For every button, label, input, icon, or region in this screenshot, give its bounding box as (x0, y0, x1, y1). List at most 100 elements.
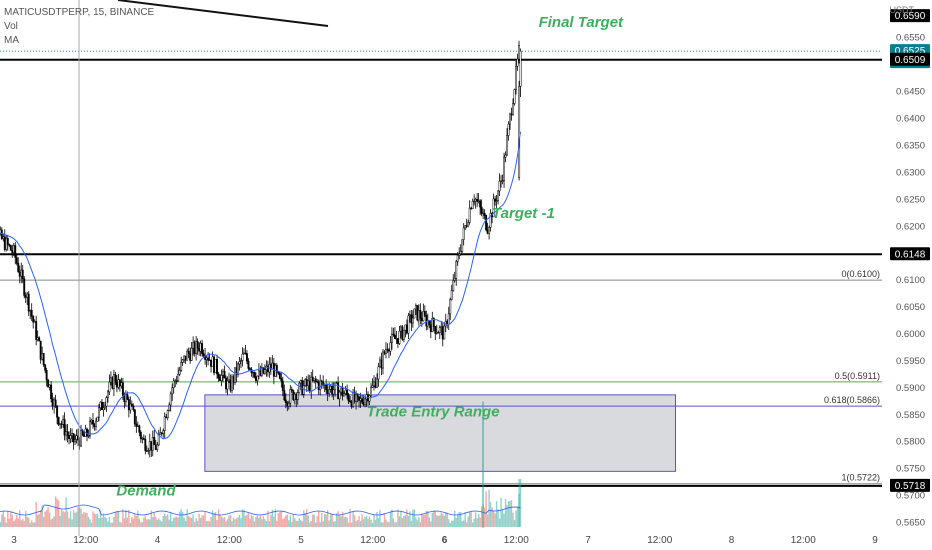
candle-body (105, 397, 108, 407)
volume-bar (358, 516, 360, 527)
volume-bar (87, 516, 90, 527)
volume-bar (310, 520, 312, 527)
volume-bar (454, 510, 456, 527)
volume-bar (235, 518, 238, 527)
candle-body (214, 358, 217, 374)
candle-body (393, 334, 396, 339)
candle-body (248, 368, 251, 370)
volume-bar (42, 516, 45, 527)
candle-body (171, 387, 174, 395)
candle-body (103, 405, 106, 409)
candle-body (347, 394, 350, 402)
volume-bar (192, 514, 194, 527)
time-tick-label: 4 (155, 535, 161, 546)
candle-body (328, 388, 331, 394)
volume-bar (219, 513, 221, 527)
price-badge (890, 9, 930, 23)
volume-bar (11, 514, 13, 527)
volume-bar (60, 508, 63, 527)
volume-bar (223, 517, 226, 527)
volume-bar (326, 510, 329, 527)
candle-body (202, 353, 205, 357)
candle-body (414, 305, 417, 310)
candle-body (101, 401, 103, 410)
candle-body (144, 439, 147, 451)
candle-body (392, 333, 395, 336)
volume-bar (83, 512, 85, 527)
candle-body (225, 377, 227, 390)
volume-bar (282, 519, 284, 527)
volume-bar (346, 517, 348, 527)
volume-bar (19, 510, 21, 527)
candle-body (126, 394, 129, 400)
candle-body (9, 245, 12, 251)
volume-bar (412, 509, 414, 527)
volume-bars (0, 479, 522, 527)
candle-body (290, 389, 293, 391)
volume-bar (256, 515, 259, 527)
candle-body (38, 337, 41, 342)
horizontal-levels (0, 50, 882, 487)
volume-bar (403, 516, 405, 527)
candle-body (129, 403, 132, 411)
candle-body (443, 325, 446, 340)
candle-body (18, 271, 21, 277)
candle-body (516, 58, 519, 67)
candle-body (234, 367, 236, 383)
candle-body (423, 311, 426, 316)
volume-bar (422, 514, 425, 527)
volume-bar (258, 517, 260, 527)
volume-bar (36, 514, 39, 527)
volume-bar (497, 509, 499, 527)
candle-body (141, 438, 144, 440)
candle-body (287, 402, 290, 407)
volume-bar (195, 518, 197, 527)
ma-indicator-label[interactable]: MA (4, 35, 19, 46)
candle-body (87, 435, 90, 437)
candle-body (310, 376, 313, 392)
candle-body (405, 324, 408, 334)
candle-body (299, 380, 302, 384)
candle-body (314, 378, 317, 382)
price-tick-label: 0.6000 (896, 329, 925, 340)
volume-bar (361, 514, 363, 527)
candle-body (492, 198, 495, 218)
volume-bar (22, 519, 24, 527)
candle-body (90, 419, 93, 423)
candle-body (513, 89, 516, 104)
volume-bar (461, 520, 463, 527)
candle-body (244, 352, 247, 355)
volume-bar (168, 519, 170, 527)
candle-body (408, 314, 411, 317)
candle-body (335, 382, 338, 384)
volume-bar (474, 512, 477, 527)
volume-bar (383, 512, 386, 527)
volume-bar (84, 512, 87, 527)
fib-level-label: 1(0.5722) (841, 473, 880, 483)
candle-body (262, 367, 265, 374)
volume-bar (457, 513, 459, 527)
volume-bar (54, 496, 57, 527)
candle-body (189, 353, 192, 361)
volume-bar (141, 522, 144, 527)
volume-bar (297, 520, 299, 527)
candle-body (293, 393, 296, 400)
candle-body (5, 238, 8, 250)
currency-label: USDT (889, 5, 915, 15)
candle-body (358, 396, 361, 401)
candle-body (180, 362, 183, 371)
volume-bar (473, 518, 475, 527)
price-tick-label: 0.5850 (896, 410, 925, 421)
volume-bar (173, 518, 175, 527)
volume-bar (57, 500, 60, 527)
volume-bar (300, 519, 302, 527)
volume-bar (222, 517, 224, 527)
candle-body (429, 324, 432, 332)
price-axis: 0.6550 0.6450 0.6400 0.6350 0.6300 0.6250 0.62… (896, 33, 925, 529)
candle-body (109, 377, 112, 383)
candle-body (289, 389, 292, 404)
volume-indicator-label[interactable]: Vol (4, 21, 18, 32)
candle-body (138, 425, 141, 433)
volume-bar (140, 522, 142, 527)
